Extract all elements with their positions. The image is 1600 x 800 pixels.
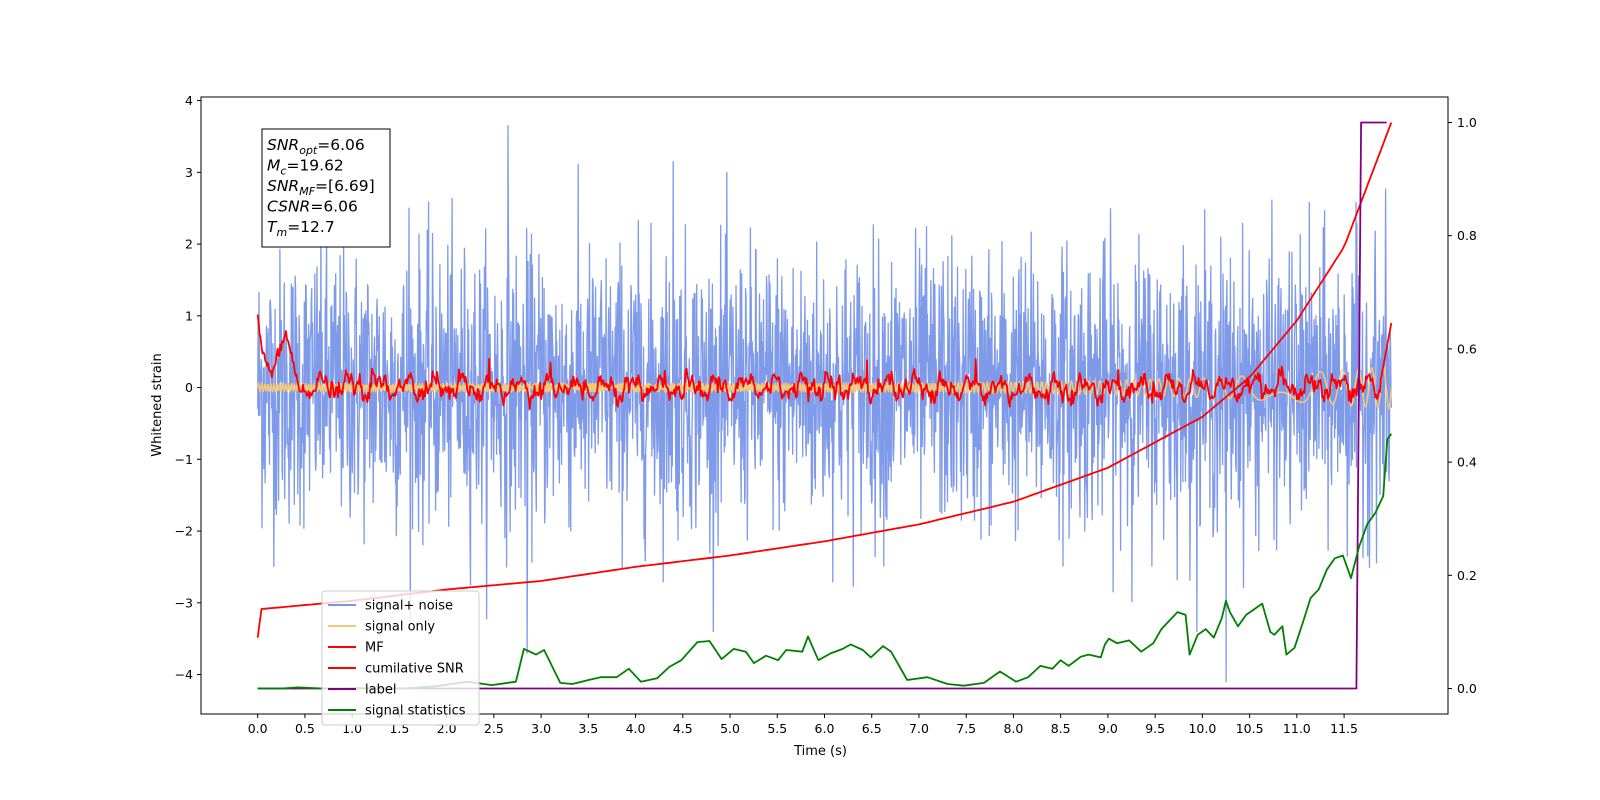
y-tick-label: 0 (185, 380, 193, 395)
legend-label: signal+ noise (365, 599, 453, 614)
x-tick-label: 5.5 (767, 721, 787, 736)
series-line-signal-noise (257, 125, 1392, 683)
x-tick-label: 9.0 (1098, 721, 1118, 736)
x-tick-label: 2.5 (484, 721, 504, 736)
y2-tick-label: 0.4 (1457, 455, 1477, 470)
y2-tick-label: 0.0 (1457, 681, 1477, 696)
annotation-line: Tm=12.7 (267, 218, 335, 239)
legend-label: label (365, 683, 396, 698)
x-tick-label: 0.0 (248, 721, 268, 736)
x-tick-label: 4.5 (673, 721, 693, 736)
annotation-line: Mc=19.62 (267, 157, 344, 178)
y-tick-label: −1 (175, 452, 193, 467)
y-tick-label: 1 (185, 308, 193, 323)
series-line-label (257, 121, 1387, 690)
annotation-frame (261, 128, 391, 248)
x-tick-label: 9.5 (1145, 721, 1165, 736)
x-tick-label: 11.5 (1330, 721, 1358, 736)
x-axis-label: Time (s) (793, 744, 847, 759)
x-tick-label: 6.5 (862, 721, 882, 736)
y-axis-label: Whitened strain (150, 353, 165, 456)
annotation-line: SNRMF=[6.69] (267, 177, 375, 198)
x-tick-label: 7.0 (909, 721, 929, 736)
annotation-line: SNRopt=6.06 (267, 136, 365, 157)
legend-label: signal only (365, 620, 435, 635)
snr-annotation-box: SNRopt=6.06Mc=19.62SNRMF=[6.69]CSNR=6.06… (261, 128, 391, 248)
legend: signal+ noise signal only MF cumilative SNR… (321, 590, 480, 726)
y-tick-label: −4 (175, 667, 193, 682)
x-tick-label: 8.0 (1003, 721, 1023, 736)
y2-tick-label: 1.0 (1457, 115, 1477, 130)
legend-frame (321, 590, 480, 726)
legend-label: MF (365, 641, 384, 656)
x-tick-label: 4.0 (626, 721, 646, 736)
legend-label: cumilative SNR (365, 662, 464, 677)
x-tick-label: 10.0 (1188, 721, 1216, 736)
legend-label: signal statistics (365, 704, 466, 719)
y2-tick-label: 0.6 (1457, 341, 1477, 356)
y-tick-label: −2 (175, 524, 193, 539)
y2-tick-label: 0.2 (1457, 568, 1477, 583)
x-tick-label: 8.5 (1051, 721, 1071, 736)
y-tick-label: 4 (185, 93, 193, 108)
y-tick-label: 3 (185, 165, 193, 180)
y-tick-label: 2 (185, 237, 193, 252)
x-tick-label: 3.0 (531, 721, 551, 736)
x-tick-label: 0.5 (295, 721, 315, 736)
x-tick-label: 3.5 (578, 721, 598, 736)
x-tick-label: 7.5 (956, 721, 976, 736)
x-tick-label: 10.5 (1236, 721, 1264, 736)
x-tick-label: 5.0 (720, 721, 740, 736)
series-line-cumilative-snr (256, 122, 1393, 638)
y2-tick-label: 0.8 (1457, 228, 1477, 243)
x-tick-label: 11.0 (1283, 721, 1311, 736)
y-tick-label: −3 (175, 595, 193, 610)
series-line-signal-statistics (257, 433, 1393, 690)
x-tick-label: 6.0 (815, 721, 835, 736)
series-line-mf (256, 314, 1393, 410)
annotation-line: CSNR=6.06 (267, 198, 358, 216)
